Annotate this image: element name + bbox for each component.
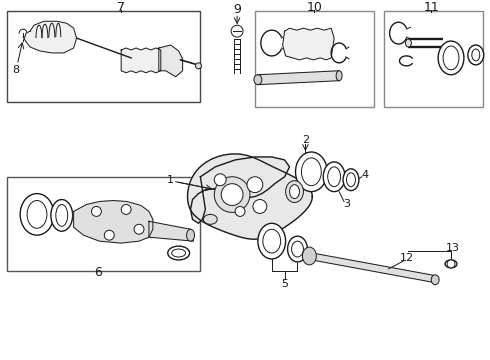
Text: 4: 4 (361, 170, 368, 180)
Ellipse shape (343, 169, 359, 191)
Ellipse shape (290, 185, 299, 199)
Circle shape (447, 260, 455, 268)
Ellipse shape (292, 241, 303, 257)
Ellipse shape (431, 275, 439, 285)
Circle shape (214, 174, 226, 186)
Circle shape (92, 207, 101, 216)
Bar (7, 12, 200, 103)
Circle shape (121, 204, 131, 215)
Ellipse shape (286, 181, 303, 203)
Text: 12: 12 (399, 253, 414, 263)
Circle shape (134, 224, 144, 234)
Ellipse shape (258, 223, 286, 259)
Ellipse shape (295, 152, 327, 192)
Circle shape (235, 207, 245, 216)
Circle shape (221, 184, 243, 206)
Ellipse shape (168, 246, 190, 260)
Polygon shape (74, 201, 153, 243)
Polygon shape (149, 221, 194, 241)
Polygon shape (258, 71, 339, 85)
Circle shape (253, 199, 267, 213)
Text: 5: 5 (281, 279, 288, 289)
Ellipse shape (203, 215, 217, 224)
Ellipse shape (20, 194, 54, 235)
Text: 6: 6 (95, 266, 102, 279)
Polygon shape (121, 48, 161, 73)
Ellipse shape (468, 45, 484, 65)
Ellipse shape (445, 260, 457, 268)
Text: 10: 10 (306, 1, 322, 14)
Ellipse shape (438, 41, 464, 75)
Ellipse shape (288, 236, 307, 262)
Ellipse shape (187, 229, 195, 241)
Ellipse shape (328, 167, 341, 187)
Ellipse shape (405, 39, 412, 47)
Bar (7, 177, 200, 271)
Circle shape (214, 177, 250, 212)
Polygon shape (309, 253, 434, 282)
Ellipse shape (323, 162, 345, 192)
Ellipse shape (472, 49, 480, 61)
Polygon shape (188, 154, 312, 239)
Ellipse shape (336, 71, 342, 81)
Bar (255, 12, 374, 107)
Ellipse shape (56, 204, 68, 226)
Ellipse shape (51, 199, 73, 231)
Text: 1: 1 (167, 175, 174, 185)
Ellipse shape (254, 75, 262, 85)
Ellipse shape (302, 247, 317, 265)
Text: 13: 13 (446, 243, 460, 253)
Polygon shape (159, 45, 183, 77)
Polygon shape (283, 28, 334, 60)
Ellipse shape (263, 229, 281, 253)
Ellipse shape (27, 201, 47, 228)
Text: 8: 8 (13, 65, 20, 75)
Polygon shape (24, 21, 76, 53)
Circle shape (247, 177, 263, 193)
Text: 9: 9 (233, 3, 241, 16)
Text: 7: 7 (117, 1, 125, 14)
Circle shape (196, 63, 201, 69)
Text: 11: 11 (423, 1, 439, 14)
Circle shape (231, 25, 243, 37)
Ellipse shape (172, 249, 186, 257)
Ellipse shape (443, 46, 459, 70)
Bar (384, 12, 483, 107)
Circle shape (104, 230, 114, 240)
Ellipse shape (301, 158, 321, 186)
Ellipse shape (346, 173, 355, 187)
Text: 2: 2 (302, 135, 309, 145)
Polygon shape (191, 157, 290, 223)
Text: 3: 3 (343, 199, 350, 210)
